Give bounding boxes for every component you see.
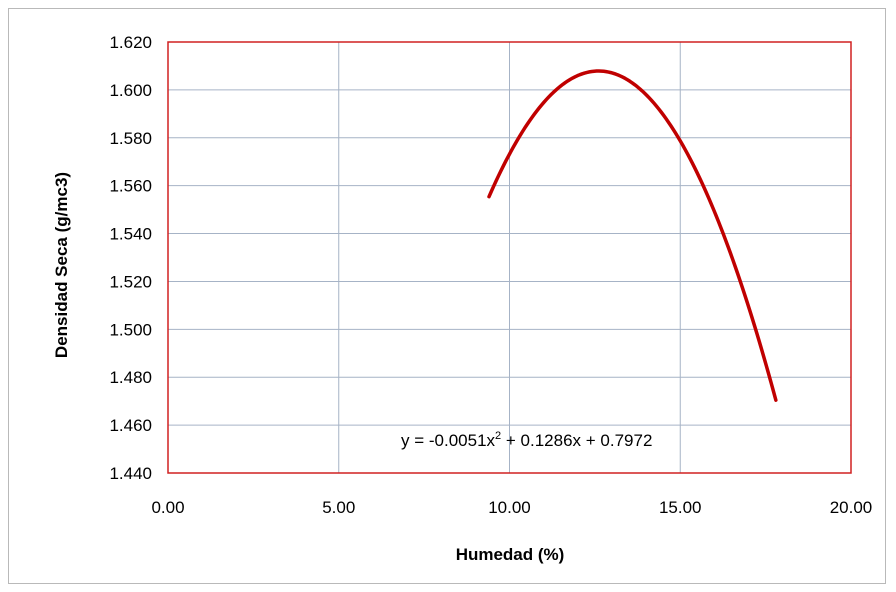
x-tick-label: 5.00	[322, 498, 355, 517]
x-tick-labels: 0.00 5.00 10.00 15.00 20.00	[151, 498, 872, 517]
y-axis-title: Densidad Seca (g/mc3)	[52, 172, 71, 358]
plot-area-border	[167, 41, 852, 474]
grid-lines	[168, 42, 851, 473]
y-tick-label: 1.480	[109, 368, 152, 387]
x-tick-label: 0.00	[151, 498, 184, 517]
trendline-equation: y = -0.0051x2 + 0.1286x + 0.7972	[401, 430, 652, 450]
series-line	[487, 69, 778, 402]
x-axis-title: Humedad (%)	[456, 545, 565, 564]
chart-svg: 1.620 1.600 1.580 1.560 1.540 1.520 1.500 1.480…	[52, 33, 872, 564]
y-tick-label: 1.460	[109, 416, 152, 435]
y-tick-label: 1.500	[109, 320, 152, 339]
equation-part-2: + 0.1286x + 0.7972	[501, 431, 652, 450]
y-tick-label: 1.580	[109, 129, 152, 148]
equation-superscript: 2	[495, 430, 501, 442]
y-tick-label: 1.560	[109, 177, 152, 196]
y-tick-label: 1.600	[109, 81, 152, 100]
x-tick-label: 20.00	[830, 498, 873, 517]
chart-frame: 1.620 1.600 1.580 1.560 1.540 1.520 1.500 1.480…	[8, 8, 886, 584]
y-tick-label: 1.620	[109, 33, 152, 52]
x-tick-label: 15.00	[659, 498, 702, 517]
x-tick-label: 10.00	[488, 498, 531, 517]
y-tick-label: 1.540	[109, 225, 152, 244]
y-tick-label: 1.520	[109, 272, 152, 291]
y-tick-label: 1.440	[109, 464, 152, 483]
y-tick-labels: 1.620 1.600 1.580 1.560 1.540 1.520 1.500 1.480…	[109, 33, 152, 483]
equation-part-1: y = -0.0051x	[401, 431, 496, 450]
